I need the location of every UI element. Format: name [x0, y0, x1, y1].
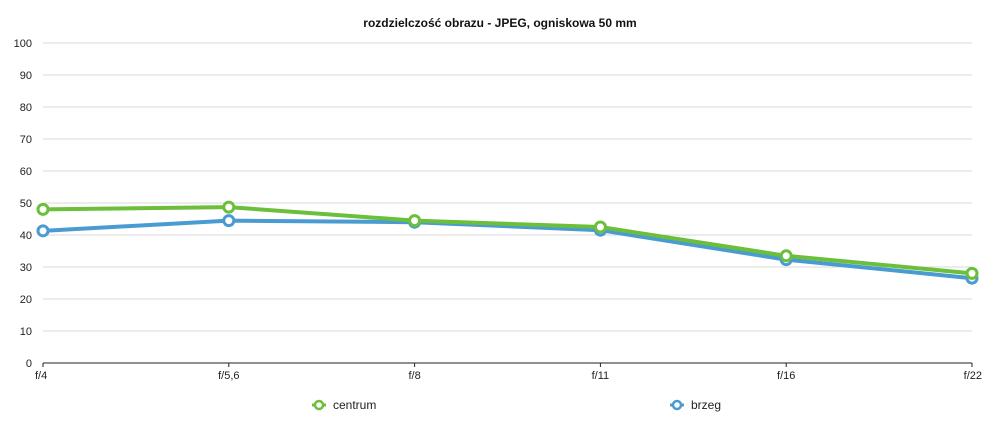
x-tick-label: f/8: [408, 370, 420, 382]
y-tick-label: 80: [20, 102, 32, 114]
y-tick-label: 10: [20, 326, 32, 338]
x-tick-label: f/4: [35, 370, 47, 382]
x-tick-label: f/11: [592, 370, 610, 382]
legend-label: brzeg: [691, 398, 721, 412]
data-point-brzeg: [36, 224, 50, 238]
y-tick-label: 90: [20, 70, 32, 82]
y-tick-label: 100: [14, 38, 32, 50]
data-point-centrum: [779, 249, 793, 263]
data-point-centrum: [222, 200, 236, 214]
y-axis-ticks: 0 10 20 30 40 50 60 70 80 90 100: [14, 38, 32, 370]
y-tick-label: 50: [20, 198, 32, 210]
y-tick-label: 70: [20, 134, 32, 146]
chart-title: rozdzielczość obrazu - JPEG, ogniskowa 5…: [363, 16, 636, 30]
data-point-centrum: [408, 214, 422, 228]
data-point-brzeg: [222, 214, 236, 228]
legend-item-brzeg: brzeg: [670, 398, 721, 412]
series-line-brzeg: [41, 218, 974, 281]
legend: centrum brzeg: [312, 398, 721, 412]
legend-label: centrum: [333, 398, 376, 412]
y-tick-label: 40: [20, 230, 32, 242]
legend-item-centrum: centrum: [312, 398, 376, 412]
series-line-centrum: [41, 205, 974, 276]
x-tick-label: f/5,6: [218, 370, 239, 382]
legend-marker: [671, 399, 683, 411]
x-axis-ticks: f/4 f/5,6 f/8 f/11 f/16 f/22: [35, 363, 982, 382]
series-lines: [36, 200, 979, 285]
grid-lines: [43, 42, 972, 364]
data-point-centrum: [36, 202, 50, 216]
y-tick-label: 20: [20, 294, 32, 306]
series-centrum: [36, 200, 979, 280]
data-point-centrum: [965, 266, 979, 280]
x-tick-label: f/22: [964, 370, 982, 382]
x-tick-label: f/16: [777, 370, 795, 382]
data-point-centrum: [593, 220, 607, 234]
y-tick-label: 30: [20, 262, 32, 274]
y-tick-label: 0: [26, 358, 32, 370]
legend-marker: [313, 399, 325, 411]
y-tick-label: 60: [20, 166, 32, 178]
